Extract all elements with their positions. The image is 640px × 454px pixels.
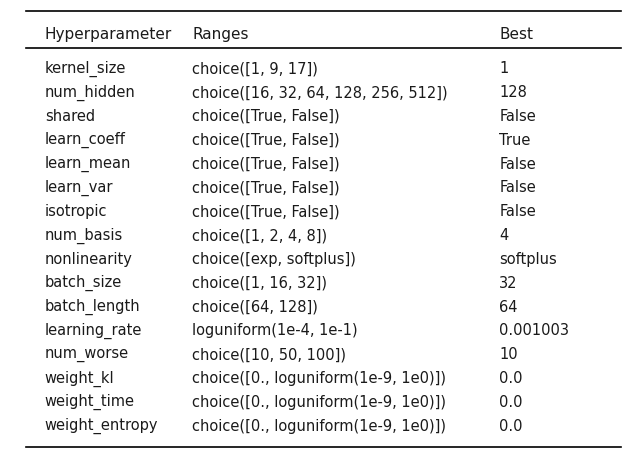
Text: batch_size: batch_size xyxy=(45,275,122,291)
Text: False: False xyxy=(499,180,536,195)
Text: Hyperparameter: Hyperparameter xyxy=(45,26,172,42)
Text: choice([exp, softplus]): choice([exp, softplus]) xyxy=(192,252,356,267)
Text: num_worse: num_worse xyxy=(45,347,129,362)
Text: False: False xyxy=(499,204,536,219)
Text: softplus: softplus xyxy=(499,252,557,267)
Text: isotropic: isotropic xyxy=(45,204,108,219)
Text: shared: shared xyxy=(45,109,95,124)
Text: choice([10, 50, 100]): choice([10, 50, 100]) xyxy=(192,347,346,362)
Text: learn_coeff: learn_coeff xyxy=(45,132,125,148)
Text: choice([64, 128]): choice([64, 128]) xyxy=(192,300,318,315)
Text: weight_kl: weight_kl xyxy=(45,370,115,387)
Text: choice([True, False]): choice([True, False]) xyxy=(192,133,340,148)
Text: True: True xyxy=(499,133,531,148)
Text: choice([0., loguniform(1e-9, 1e0)]): choice([0., loguniform(1e-9, 1e0)]) xyxy=(192,419,446,434)
Text: 128: 128 xyxy=(499,85,527,100)
Text: nonlinearity: nonlinearity xyxy=(45,252,132,267)
Text: weight_time: weight_time xyxy=(45,394,135,410)
Text: 10: 10 xyxy=(499,347,518,362)
Text: learn_mean: learn_mean xyxy=(45,156,131,172)
Text: num_basis: num_basis xyxy=(45,227,123,244)
Text: weight_entropy: weight_entropy xyxy=(45,418,158,434)
Text: Ranges: Ranges xyxy=(192,26,248,42)
Text: choice([True, False]): choice([True, False]) xyxy=(192,157,340,172)
Text: False: False xyxy=(499,157,536,172)
Text: choice([0., loguniform(1e-9, 1e0)]): choice([0., loguniform(1e-9, 1e0)]) xyxy=(192,371,446,386)
Text: learning_rate: learning_rate xyxy=(45,323,142,339)
Text: 32: 32 xyxy=(499,276,518,291)
Text: choice([True, False]): choice([True, False]) xyxy=(192,180,340,195)
Text: kernel_size: kernel_size xyxy=(45,60,126,77)
Text: choice([True, False]): choice([True, False]) xyxy=(192,109,340,124)
Text: choice([0., loguniform(1e-9, 1e0)]): choice([0., loguniform(1e-9, 1e0)]) xyxy=(192,395,446,410)
Text: learn_var: learn_var xyxy=(45,180,113,196)
Text: choice([1, 2, 4, 8]): choice([1, 2, 4, 8]) xyxy=(192,228,327,243)
Text: choice([16, 32, 64, 128, 256, 512]): choice([16, 32, 64, 128, 256, 512]) xyxy=(192,85,447,100)
Text: 1: 1 xyxy=(499,61,508,76)
Text: num_hidden: num_hidden xyxy=(45,84,136,101)
Text: choice([1, 16, 32]): choice([1, 16, 32]) xyxy=(192,276,327,291)
Text: Best: Best xyxy=(499,26,533,42)
Text: 0.0: 0.0 xyxy=(499,371,523,386)
Text: False: False xyxy=(499,109,536,124)
Text: 64: 64 xyxy=(499,300,518,315)
Text: batch_length: batch_length xyxy=(45,299,140,315)
Text: choice([True, False]): choice([True, False]) xyxy=(192,204,340,219)
Text: 0.0: 0.0 xyxy=(499,395,523,410)
Text: 0.001003: 0.001003 xyxy=(499,323,569,338)
Text: 0.0: 0.0 xyxy=(499,419,523,434)
Text: loguniform(1e-4, 1e-1): loguniform(1e-4, 1e-1) xyxy=(192,323,358,338)
Text: choice([1, 9, 17]): choice([1, 9, 17]) xyxy=(192,61,318,76)
Text: 4: 4 xyxy=(499,228,508,243)
